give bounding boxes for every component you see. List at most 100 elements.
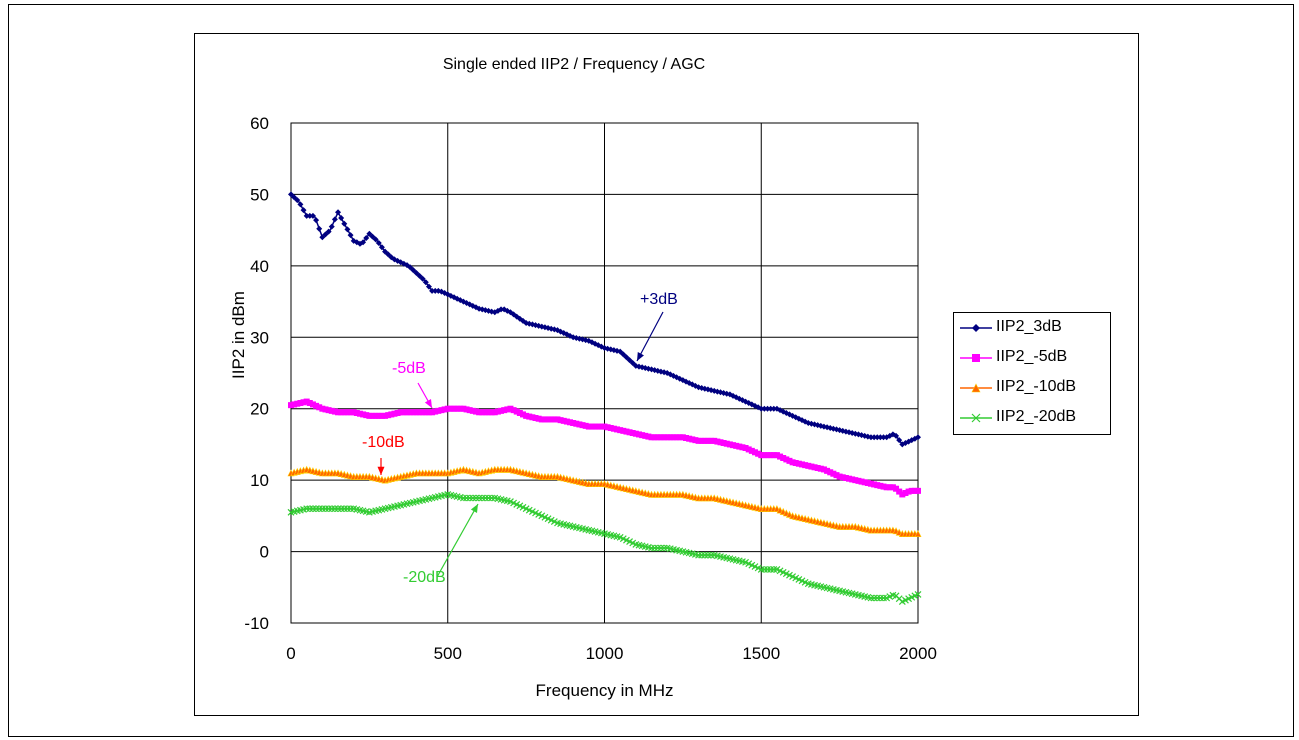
data-point [780,455,787,461]
data-point [378,412,385,419]
data-point [632,430,639,437]
data-point [639,432,646,439]
data-point [425,283,432,290]
data-point [876,594,884,602]
y-tick-label: 40 [250,257,269,276]
data-point [726,441,733,448]
legend-marker [971,413,981,423]
data-point [435,407,442,414]
data-point [472,494,480,502]
data-point [378,244,385,251]
data-point [319,405,326,412]
data-point [870,594,878,602]
series-iip2-3db [288,191,921,448]
data-point [313,402,320,409]
data-point [764,566,771,573]
data-point [294,197,301,204]
data-point [325,505,333,513]
data-point [432,287,439,294]
y-tick-label: 10 [250,471,269,490]
data-point [366,412,373,419]
data-point [375,240,382,246]
y-tick-label: 50 [250,185,269,204]
data-point [880,594,887,602]
data-point [347,409,354,416]
data-point [516,410,523,416]
data-point [313,217,320,224]
data-point [679,434,686,441]
data-point [340,505,348,513]
data-point [297,400,304,406]
data-point [541,416,548,423]
data-point [905,488,912,495]
data-point [654,544,662,552]
data-point [751,449,758,456]
data-point [422,279,429,286]
data-point [707,551,715,559]
data-point [764,405,771,412]
data-point [328,223,335,230]
data-point [573,420,580,427]
data-point [730,442,737,449]
data-point [792,460,799,466]
data-point [441,406,448,413]
data-point [338,215,345,221]
data-point [363,412,370,419]
y-tick-label: 60 [250,114,269,133]
data-point [463,494,470,502]
data-point [651,434,658,441]
data-point [629,430,636,436]
chart-title: Single ended IIP2 / Frequency / AGC [442,56,706,73]
data-point [833,472,840,479]
data-point [548,416,555,423]
data-point [482,409,489,416]
data-point [708,437,715,444]
data-point [657,544,665,552]
data-point [880,483,887,490]
data-point [604,424,611,431]
data-point [661,434,668,441]
data-point [814,465,821,471]
data-point [485,409,492,416]
data-point [360,411,367,418]
data-point [692,437,699,444]
data-point [660,544,668,552]
data-point [288,402,294,409]
data-point [610,425,617,432]
data-point [567,419,574,426]
data-point [472,408,479,415]
data-point [827,469,834,476]
x-tick-label: 2000 [899,644,937,663]
annotation-arrow-minus10db [377,458,385,475]
data-point [789,459,796,466]
data-point [344,226,351,233]
data-point [824,467,831,474]
data-point [498,407,505,414]
series-iip2-5db [288,398,921,498]
data-point [570,420,577,426]
data-point [914,591,922,598]
data-point [529,414,536,421]
data-point [481,494,489,502]
data-point [347,505,354,513]
legend-marker [972,324,980,332]
data-point [598,423,605,430]
data-point [620,427,627,434]
data-point [808,463,815,470]
data-point [422,409,429,416]
data-point [830,470,837,477]
plot-area [290,122,919,624]
data-point [864,480,871,486]
data-point [432,408,439,415]
data-point [350,409,357,416]
data-point [353,410,360,416]
data-point [915,434,921,441]
data-point [886,484,893,491]
data-point [704,437,711,444]
data-point [676,434,683,441]
data-point [331,216,338,223]
data-point [867,594,875,602]
data-point [451,405,458,412]
data-point [654,434,661,441]
data-point [300,207,307,214]
